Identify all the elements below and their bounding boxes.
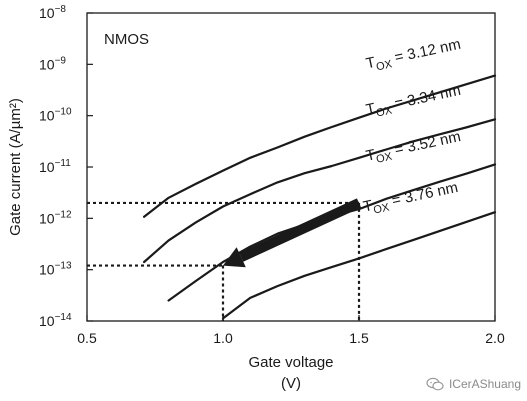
series-label-1: TOX = 3.34 nm <box>364 82 462 122</box>
series-line-3 <box>221 211 497 320</box>
series-labels: TOX = 3.12 nm TOX = 3.34 nm TOX = 3.52 nm T… <box>362 36 463 219</box>
arrow-head <box>223 247 246 268</box>
y-tick-label-4: 10−10 <box>39 107 72 124</box>
wechat-icon <box>426 377 444 391</box>
y-tick-labels: 10−14 10−13 10−12 10−11 10−10 10−9 10−8 <box>39 4 72 329</box>
y-tick-label-0: 10−14 <box>39 312 72 329</box>
x-tick-labels: 0.5 1.0 1.5 2.0 <box>77 330 505 346</box>
x-tick-label-3: 2.0 <box>485 330 505 346</box>
x-tick-label-2: 1.5 <box>349 330 369 346</box>
arrow-annotation <box>223 198 362 268</box>
y-tick-label-1: 10−13 <box>39 261 72 278</box>
x-tick-label-1: 1.0 <box>213 330 233 346</box>
y-axis-title: Gate current (A/µm²) <box>7 98 24 236</box>
series-line-1 <box>143 118 497 264</box>
x-axis-title: Gate voltage <box>248 354 333 371</box>
y-tick-label-2: 10−12 <box>39 209 72 226</box>
nmos-label: NMOS <box>104 31 149 48</box>
series-label-0: TOX = 3.12 nm <box>364 36 462 76</box>
watermark: ICerAShuang <box>426 377 521 391</box>
axis-ticks <box>86 12 496 322</box>
y-tick-label-5: 10−9 <box>39 55 66 72</box>
series-label-2: TOX = 3.52 nm <box>364 128 462 168</box>
x-tick-label-0: 0.5 <box>77 330 97 346</box>
x-axis-unit: (V) <box>281 375 301 392</box>
y-tick-label-6: 10−8 <box>39 4 66 21</box>
arrow-shaft <box>239 198 362 262</box>
series-label-3: TOX = 3.76 nm <box>362 179 460 219</box>
series-line-0 <box>143 74 497 218</box>
watermark-text: ICerAShuang <box>448 377 521 391</box>
plot-frame <box>86 12 496 322</box>
reference-lines <box>87 201 361 321</box>
y-tick-label-3: 10−11 <box>39 158 71 175</box>
